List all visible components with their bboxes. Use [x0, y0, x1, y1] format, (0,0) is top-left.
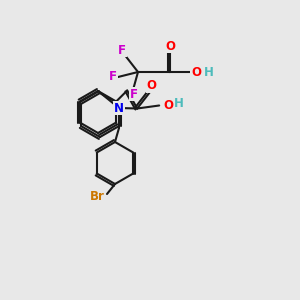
Text: F: F	[109, 70, 117, 83]
Text: O: O	[165, 40, 175, 52]
Text: F: F	[118, 44, 126, 56]
Text: O: O	[146, 79, 156, 92]
Text: F: F	[130, 88, 138, 100]
Text: H: H	[204, 65, 214, 79]
Text: N: N	[114, 101, 124, 115]
Text: H: H	[174, 97, 184, 110]
Text: Br: Br	[90, 190, 104, 203]
Text: O: O	[191, 65, 201, 79]
Text: O: O	[163, 99, 173, 112]
